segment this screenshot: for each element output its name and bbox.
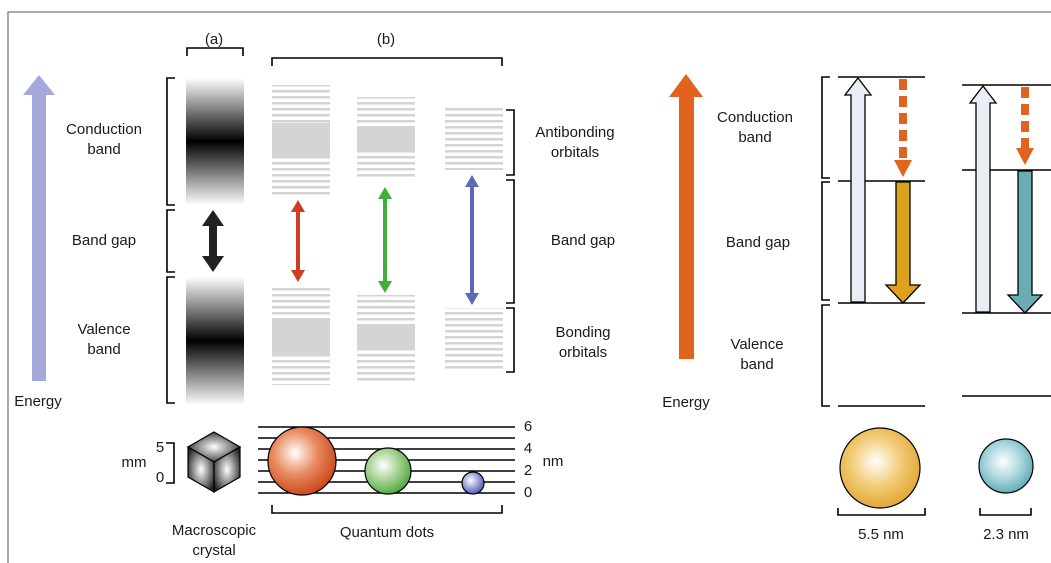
bracket	[506, 109, 515, 176]
scale-tick: 4	[524, 440, 532, 457]
scale-unit: nm	[543, 453, 564, 470]
quantum-dot	[267, 426, 337, 496]
levels	[445, 108, 503, 170]
relaxation-arrow-head	[1016, 148, 1034, 165]
bracket	[271, 57, 503, 66]
excitation-arrow	[968, 84, 998, 313]
left-panel: Energy (a) (b) Conduction band Band gap V…	[14, 31, 615, 559]
crystal-band	[186, 78, 244, 205]
levels	[272, 123, 330, 157]
relaxation-arrow-head	[894, 160, 912, 177]
emission-arrow	[884, 181, 922, 304]
orbital-label: Antibonding orbitals	[535, 124, 614, 161]
band-label: Valence band	[77, 321, 130, 358]
bracket	[166, 442, 175, 484]
bracket	[271, 505, 503, 514]
bracket	[166, 209, 175, 273]
scale-unit: mm	[122, 454, 147, 471]
energy-arrow-head	[23, 75, 55, 95]
band-label: Conduction band	[66, 121, 142, 158]
panel-label: (a)	[205, 31, 223, 48]
frame	[7, 11, 1051, 563]
excitation-arrow	[843, 76, 873, 303]
band-label: Band gap	[72, 232, 136, 249]
bracket	[166, 276, 175, 404]
crystal-band	[186, 277, 244, 405]
energy-arrow	[32, 93, 46, 381]
orbital-label: Band gap	[551, 232, 615, 249]
caption: Quantum dots	[340, 524, 434, 541]
bracket	[979, 508, 1032, 516]
quantum-dot	[978, 438, 1034, 494]
bracket	[506, 307, 515, 373]
bracket	[166, 77, 175, 206]
gap-arrow	[465, 175, 479, 305]
bracket	[186, 47, 244, 56]
gap-arrow	[378, 187, 392, 293]
quantum-dot	[364, 447, 412, 495]
quantum-dot	[461, 471, 485, 495]
band-label: Valence band	[730, 336, 783, 373]
bracket	[506, 179, 515, 304]
band-label: Band gap	[726, 234, 790, 251]
quantum-dot	[839, 427, 921, 509]
bracket	[837, 508, 926, 516]
orbital-label: Bonding orbitals	[555, 324, 610, 361]
cube	[186, 431, 242, 494]
energy-arrow-head	[669, 74, 703, 97]
scale-tick: 0	[156, 469, 164, 486]
caption: Macroscopic crystal	[172, 522, 257, 559]
gap-arrow	[202, 210, 224, 272]
band-label: Conduction band	[717, 109, 793, 146]
bracket	[821, 76, 830, 179]
levels	[357, 128, 415, 152]
levels	[272, 320, 330, 354]
size-label: 5.5 nm	[858, 526, 904, 543]
scale-tick: 5	[156, 439, 164, 456]
energy-label: Energy	[662, 394, 710, 411]
levels	[357, 326, 415, 350]
panel-label: (b)	[377, 31, 395, 48]
energy-arrow	[679, 93, 694, 359]
scale-tick: 2	[524, 462, 532, 479]
scale-tick: 6	[524, 418, 532, 435]
bracket	[821, 304, 830, 407]
gap-arrow	[291, 200, 305, 282]
size-label: 2.3 nm	[983, 526, 1029, 543]
levels	[445, 308, 503, 370]
bracket	[821, 181, 830, 301]
emission-arrow	[1006, 170, 1044, 314]
right-panel: Energy Conduction band Band gap Valence ba…	[662, 74, 1051, 543]
scale-tick: 0	[524, 484, 532, 501]
energy-label: Energy	[14, 393, 62, 410]
